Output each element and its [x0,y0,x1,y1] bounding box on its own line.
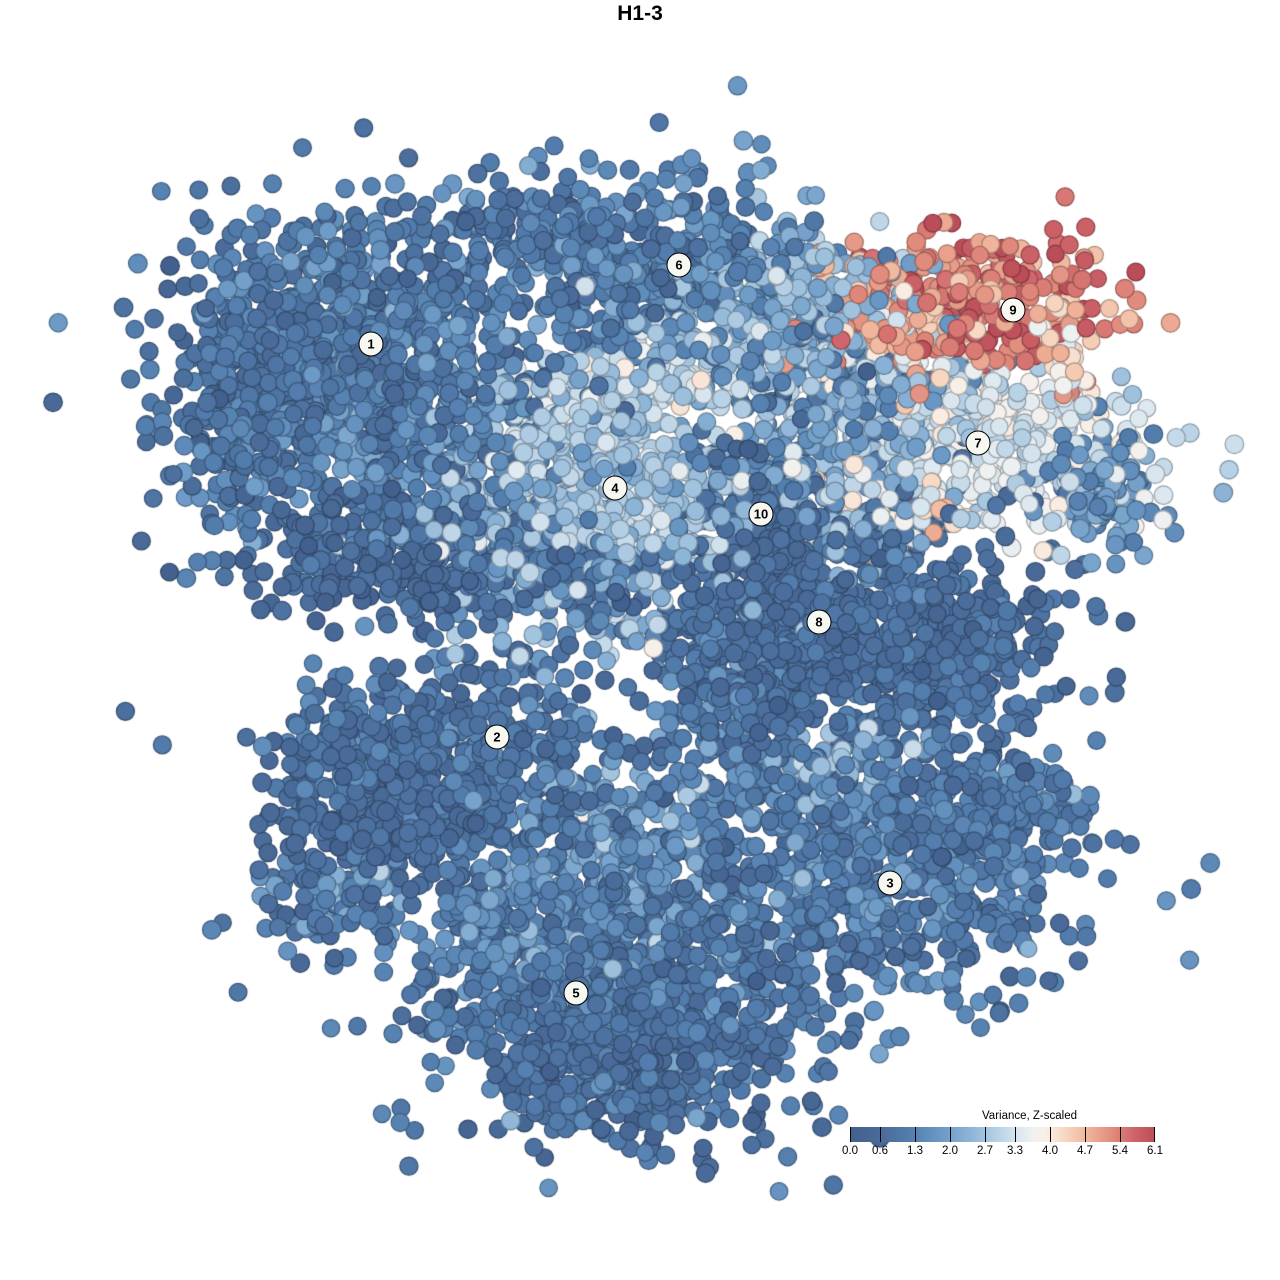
colorbar-tick-label: 2.0 [942,1145,958,1157]
colorbar-tick [1050,1127,1051,1142]
cluster-label-10: 10 [748,501,774,527]
colorbar-tick-label: 0.0 [842,1145,858,1157]
cluster-label-5: 5 [563,980,589,1006]
cluster-label-2: 2 [484,724,510,750]
colorbar-tick-label: 3.3 [1007,1145,1023,1157]
cluster-label-9: 9 [1000,297,1026,323]
colorbar-title: Variance, Z-scaled [981,1110,1078,1122]
colorbar-tick [985,1127,986,1142]
cluster-label-8: 8 [806,609,832,635]
colorbar-tick [879,1127,881,1142]
colorbar-tick [1015,1127,1016,1142]
colorbar-tick [1154,1127,1155,1142]
colorbar-tick-label: 6.1 [1147,1145,1163,1157]
colorbar-tick-label: 4.7 [1077,1145,1093,1157]
colorbar-tick-labels: 0.0 0.6 1.3 2.0 2.7 3.3 4.0 4.7 5.4 6.1 [842,1145,1163,1159]
colorbar-tick-label: 2.7 [977,1145,993,1157]
colorbar-tick [950,1127,951,1142]
colorbar-legend: Variance, Z-scaled 0.0 0.6 1.3 2.0 2.7 3.3 4.0… [842,1110,1163,1159]
colorbar-gradient [850,1127,1155,1142]
cluster-label-1: 1 [358,331,384,357]
cluster-label-7: 7 [965,430,991,456]
colorbar-tick-label: 5.4 [1112,1145,1128,1157]
cluster-label-4: 4 [602,475,628,501]
cluster-label-3: 3 [877,870,903,896]
colorbar-tick [915,1127,916,1142]
colorbar-tick [850,1127,851,1142]
colorbar-tick-label: 0.6 [872,1145,888,1157]
colorbar-tick-label: 1.3 [907,1145,923,1157]
colorbar-tick [1085,1127,1086,1142]
colorbar-tick [1120,1127,1121,1142]
colorbar-tick-label: 4.0 [1042,1145,1058,1157]
cluster-label-6: 6 [666,252,692,278]
